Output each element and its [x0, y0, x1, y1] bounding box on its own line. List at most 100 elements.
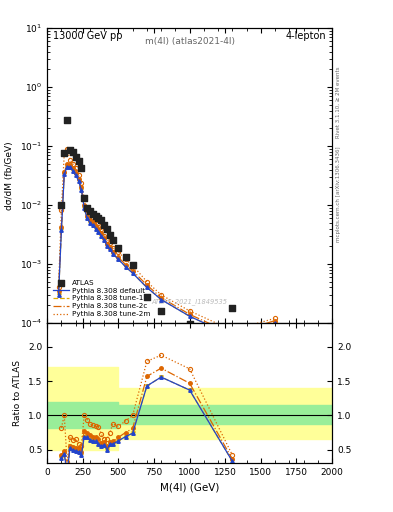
Pythia 8.308 tune-1 [159, 296, 163, 303]
Pythia 8.308 default [70, 168, 75, 174]
Pythia 8.308 tune-2c [70, 165, 75, 172]
Pythia 8.308 tune-2m [116, 249, 121, 255]
Pythia 8.308 tune-1 [145, 284, 149, 290]
Pythia 8.308 tune-2c [110, 249, 115, 255]
Pythia 8.308 tune-2m [85, 207, 90, 213]
ATLAS [73, 153, 79, 161]
Pythia 8.308 tune-2m [62, 151, 67, 157]
Pythia 8.308 tune-2m [99, 225, 104, 231]
Text: m(4l) (atlas2021-4l): m(4l) (atlas2021-4l) [145, 37, 235, 46]
ATLAS [187, 320, 193, 328]
Pythia 8.308 tune-2c [93, 223, 98, 229]
Pythia 8.308 tune-2c [76, 176, 81, 182]
Pythia 8.308 tune-1 [273, 320, 277, 326]
Pythia 8.308 default [90, 222, 95, 228]
Pythia 8.308 tune-1 [62, 172, 67, 178]
Pythia 8.308 tune-2m [70, 161, 75, 167]
Pythia 8.308 tune-1 [85, 215, 90, 221]
Text: Rivet 3.1.10, ≥ 2M events: Rivet 3.1.10, ≥ 2M events [336, 67, 341, 138]
Pythia 8.308 default [187, 313, 192, 319]
ATLAS [92, 212, 99, 220]
Pythia 8.308 tune-2m [230, 327, 235, 333]
Pythia 8.308 tune-2m [123, 257, 128, 263]
Pythia 8.308 tune-2c [99, 230, 104, 237]
Pythia 8.308 tune-2m [130, 262, 135, 268]
Pythia 8.308 tune-2m [108, 240, 112, 246]
ATLAS [87, 207, 93, 216]
X-axis label: M(4l) (GeV): M(4l) (GeV) [160, 483, 219, 493]
Pythia 8.308 tune-2m [73, 165, 78, 171]
Pythia 8.308 tune-1 [187, 313, 192, 319]
Pythia 8.308 default [62, 172, 67, 178]
Pythia 8.308 default [73, 172, 78, 178]
Pythia 8.308 default [93, 225, 98, 231]
ATLAS [95, 214, 101, 222]
Line: Pythia 8.308 default: Pythia 8.308 default [59, 166, 275, 336]
Pythia 8.308 default [110, 250, 115, 257]
Pythia 8.308 default [65, 163, 70, 169]
ATLAS [75, 157, 82, 165]
Pythia 8.308 tune-1 [59, 227, 64, 233]
Pythia 8.308 tune-2c [123, 262, 128, 268]
Pythia 8.308 tune-1 [93, 225, 98, 231]
Pythia 8.308 default [88, 220, 92, 226]
Pythia 8.308 tune-1 [82, 205, 86, 211]
Pythia 8.308 tune-2c [102, 234, 107, 241]
Y-axis label: Ratio to ATLAS: Ratio to ATLAS [13, 360, 22, 426]
Pythia 8.308 tune-1 [108, 246, 112, 252]
Pythia 8.308 tune-2c [88, 217, 92, 223]
Pythia 8.308 default [76, 178, 81, 184]
ATLAS [122, 253, 129, 262]
Line: Pythia 8.308 tune-2m: Pythia 8.308 tune-2m [59, 149, 275, 330]
Pythia 8.308 tune-1 [68, 164, 72, 170]
Pythia 8.308 tune-2m [65, 146, 70, 152]
Pythia 8.308 tune-1 [76, 178, 81, 184]
Pythia 8.308 tune-1 [123, 264, 128, 270]
Pythia 8.308 default [59, 227, 64, 233]
Pythia 8.308 tune-1 [96, 229, 101, 235]
ATLAS [115, 244, 121, 252]
Pythia 8.308 tune-2c [82, 202, 86, 208]
ATLAS [104, 224, 110, 232]
Pythia 8.308 tune-2c [116, 254, 121, 261]
Pythia 8.308 tune-2c [56, 288, 61, 294]
Y-axis label: dσ/dM (fb/GeV): dσ/dM (fb/GeV) [5, 141, 14, 210]
Pythia 8.308 tune-2c [85, 212, 90, 219]
Pythia 8.308 tune-1 [65, 163, 70, 169]
Pythia 8.308 tune-2c [273, 317, 277, 324]
Pythia 8.308 tune-2m [93, 217, 98, 223]
Pythia 8.308 tune-2c [73, 170, 78, 176]
ATLAS [70, 148, 76, 157]
Pythia 8.308 default [273, 320, 277, 326]
Pythia 8.308 tune-2m [82, 195, 86, 201]
ATLAS [64, 116, 70, 124]
Pythia 8.308 tune-1 [230, 333, 235, 339]
Pythia 8.308 tune-2c [62, 169, 67, 175]
Pythia 8.308 tune-2m [273, 315, 277, 322]
Pythia 8.308 tune-2c [90, 220, 95, 226]
Pythia 8.308 tune-2c [68, 162, 72, 168]
Pythia 8.308 tune-2c [105, 241, 109, 247]
Pythia 8.308 tune-1 [70, 168, 75, 174]
Pythia 8.308 default [145, 284, 149, 290]
Pythia 8.308 tune-1 [73, 172, 78, 178]
Pythia 8.308 tune-1 [116, 257, 121, 263]
Pythia 8.308 tune-2m [145, 279, 149, 285]
Pythia 8.308 default [68, 164, 72, 170]
Pythia 8.308 tune-2m [88, 212, 92, 218]
Pythia 8.308 tune-2c [59, 224, 64, 230]
Pythia 8.308 tune-2c [108, 245, 112, 251]
ATLAS [110, 236, 116, 244]
ATLAS [130, 261, 136, 269]
Pythia 8.308 tune-2m [105, 237, 109, 243]
Pythia 8.308 default [96, 229, 101, 235]
Pythia 8.308 tune-2m [76, 172, 81, 178]
ATLAS [81, 194, 87, 202]
Pythia 8.308 tune-2m [96, 220, 101, 226]
Pythia 8.308 tune-2m [110, 245, 115, 251]
Pythia 8.308 default [105, 243, 109, 249]
ATLAS [98, 216, 105, 224]
ATLAS [101, 221, 107, 229]
ATLAS [78, 164, 84, 172]
Line: Pythia 8.308 tune-1: Pythia 8.308 tune-1 [59, 166, 275, 336]
